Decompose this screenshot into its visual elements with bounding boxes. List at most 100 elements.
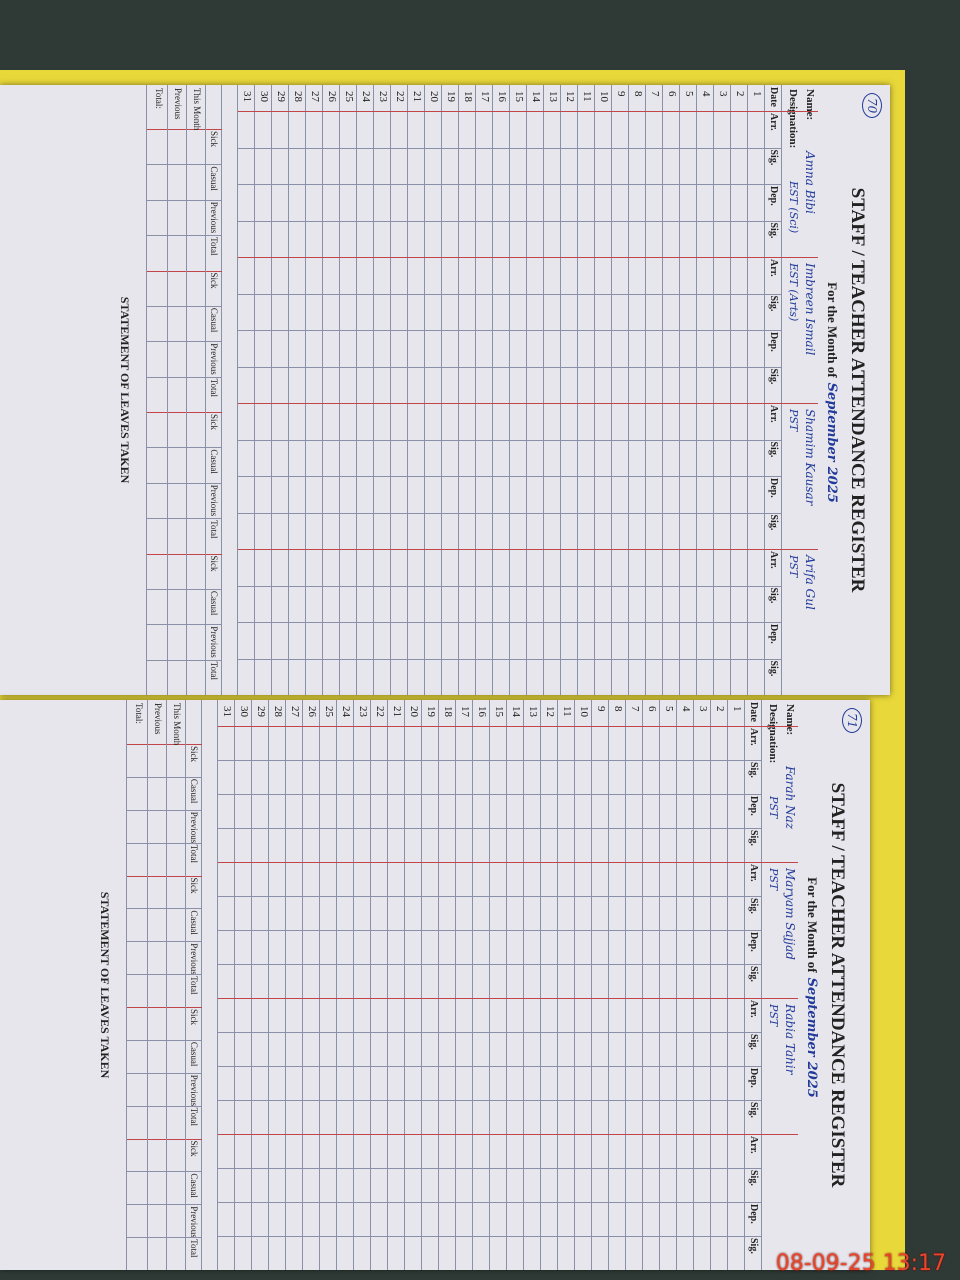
- rule: [238, 403, 818, 404]
- rule: [455, 700, 456, 1270]
- date-number: 31: [221, 706, 233, 717]
- rule: [127, 974, 202, 976]
- rule: [186, 85, 187, 695]
- rule: [147, 518, 222, 520]
- rule: [147, 588, 222, 590]
- date-number: 5: [663, 706, 675, 712]
- date-number: 28: [272, 706, 284, 717]
- rule: [458, 85, 459, 695]
- rule: [404, 700, 405, 1270]
- column-header: Arr.: [748, 1136, 759, 1154]
- date-number: 13: [547, 91, 559, 102]
- rule: [218, 1100, 762, 1101]
- staff-designation: PST: [767, 1004, 780, 1027]
- column-header: Dep.: [768, 186, 779, 206]
- staff-name: Maryam Sajjad: [783, 868, 797, 960]
- rule: [693, 700, 694, 1270]
- column-header: Dep.: [768, 478, 779, 498]
- date-number: 22: [374, 706, 386, 717]
- date-number: 12: [544, 706, 556, 717]
- date-number: 15: [513, 91, 525, 102]
- statement-column: Casual: [209, 166, 219, 191]
- rule: [127, 1105, 202, 1107]
- statement-column: Total: [209, 378, 219, 397]
- rule: [710, 700, 711, 1270]
- rule: [127, 908, 202, 910]
- register-page: 7 1 STAFF / TEACHER ATTENDANCE REGISTER For…: [0, 700, 870, 1270]
- date-number: 3: [717, 91, 729, 97]
- date-number: 4: [700, 91, 712, 97]
- rule: [305, 85, 306, 695]
- date-number: 22: [394, 91, 406, 102]
- statement-column: Previous: [189, 943, 199, 975]
- rule: [147, 700, 148, 1270]
- staff-name: Farah Naz: [783, 766, 797, 830]
- statement-column: Total: [209, 237, 219, 256]
- rule: [234, 700, 235, 1270]
- rule: [370, 700, 371, 1270]
- column-header: Sig.: [768, 222, 779, 239]
- statement-column: Casual: [209, 590, 219, 616]
- date-number: 10: [578, 706, 590, 717]
- rule: [218, 998, 798, 999]
- rule: [557, 700, 558, 1270]
- rule: [238, 439, 782, 441]
- rule: [127, 1138, 202, 1140]
- statement-column: Casual: [209, 449, 219, 474]
- rule: [238, 257, 818, 258]
- column-header: Sig.: [768, 295, 779, 312]
- rule: [475, 85, 476, 695]
- rule: [730, 85, 731, 695]
- date-number: 21: [411, 91, 423, 102]
- date-number: 19: [445, 91, 457, 102]
- date-number: 11: [561, 706, 573, 717]
- date-number: 16: [476, 706, 488, 717]
- staff-designation: PST: [767, 796, 780, 819]
- rule: [744, 700, 745, 1270]
- date-number: 18: [442, 706, 454, 717]
- rule: [218, 1236, 762, 1237]
- statement-column: Sick: [189, 877, 199, 894]
- date-number: 30: [258, 91, 270, 102]
- rule: [218, 828, 762, 829]
- month-year: 2025: [824, 466, 839, 503]
- rule: [127, 744, 202, 745]
- rule: [713, 85, 714, 695]
- rule: [506, 700, 507, 1270]
- date-number: 25: [343, 91, 355, 102]
- rule: [205, 85, 206, 695]
- statement-column: Previous: [209, 343, 219, 375]
- rule: [127, 1007, 202, 1008]
- rule: [611, 85, 612, 695]
- month-line: For the Month of September 2025: [824, 85, 840, 695]
- column-header: Arr.: [768, 551, 779, 569]
- column-header: Sig.: [768, 441, 779, 458]
- rule: [254, 85, 255, 695]
- month-month: September: [824, 382, 839, 462]
- rule: [302, 700, 303, 1270]
- rule: [126, 700, 127, 1270]
- column-header: Arr.: [748, 864, 759, 882]
- statement-column: Casual: [189, 778, 199, 804]
- date-number: 25: [323, 706, 335, 717]
- rule: [288, 85, 289, 695]
- rule: [441, 85, 442, 695]
- rule: [238, 293, 782, 295]
- rule: [628, 85, 629, 695]
- date-number: 10: [598, 91, 610, 102]
- date-number: 2: [734, 91, 746, 97]
- rule: [761, 700, 762, 1270]
- column-header: Arr.: [748, 728, 759, 746]
- rule: [659, 700, 660, 1270]
- month-line: For the Month of September 2025: [804, 700, 820, 1270]
- statement-title: STATEMENT OF LEAVES TAKEN: [118, 296, 132, 484]
- rule: [238, 658, 782, 660]
- date-number: 19: [425, 706, 437, 717]
- rule: [127, 1171, 202, 1173]
- rule: [147, 482, 222, 484]
- rule: [147, 164, 222, 166]
- staff-designation: EST (Sci): [787, 181, 800, 234]
- statement-column: Previous: [209, 201, 219, 234]
- date-number: 14: [510, 706, 522, 717]
- rule: [438, 700, 439, 1270]
